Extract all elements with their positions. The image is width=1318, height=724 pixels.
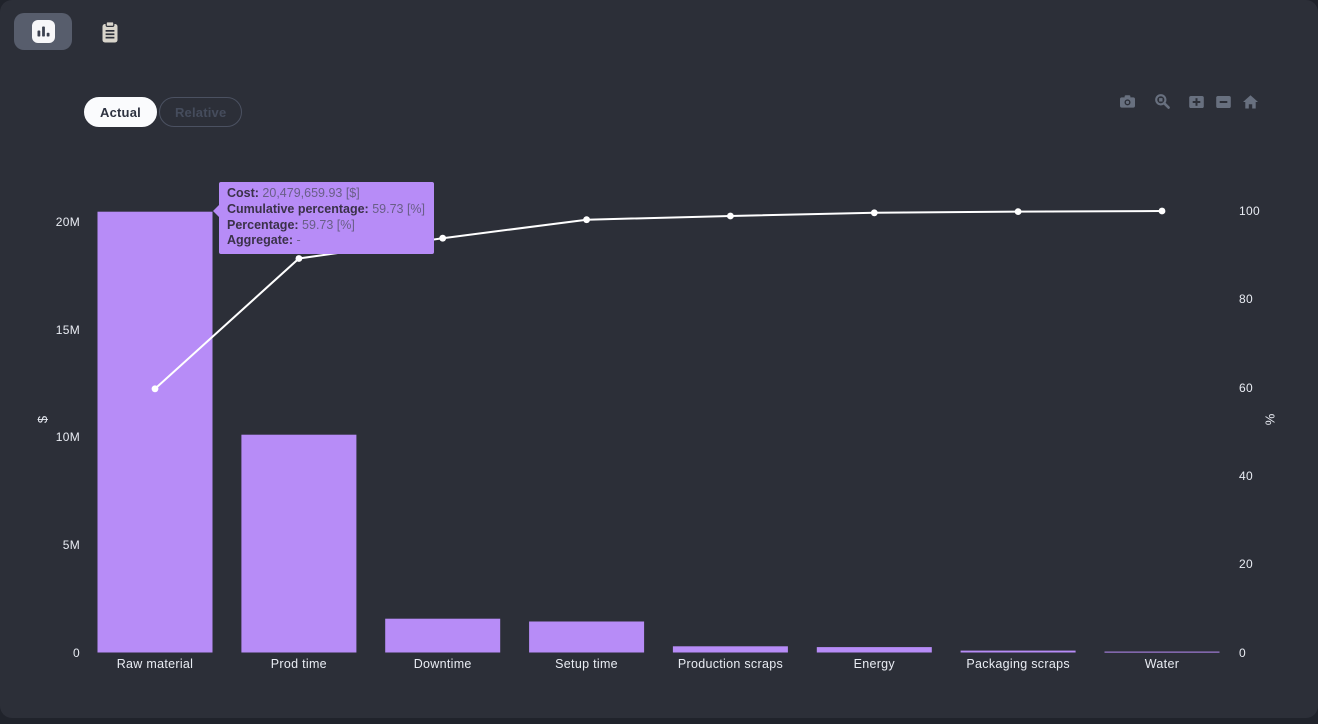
- tooltip-row: Cost20,479,659.93 [$]: [227, 186, 425, 202]
- cumulative-point[interactable]: [295, 255, 303, 262]
- tooltip-value: 20,479,659.93 [$]: [262, 186, 360, 200]
- cumulative-point[interactable]: [439, 234, 447, 242]
- cumulative-line: [154, 210, 1163, 390]
- hover-tooltip: Cost20,479,659.93 [$] Cumulative percent…: [212, 182, 435, 255]
- zoom-mode-button[interactable]: [1154, 93, 1171, 110]
- modebar: [1119, 93, 1259, 110]
- y-right-tick-label: 80: [1239, 292, 1253, 307]
- cost-bar[interactable]: [241, 434, 357, 653]
- x-tick-label: Setup time: [555, 657, 618, 671]
- clipboard-icon: [102, 21, 118, 43]
- actual-button[interactable]: Actual: [84, 97, 157, 127]
- zoom-in-button[interactable]: [1188, 94, 1205, 110]
- tooltip-label: Aggregate: [227, 233, 296, 247]
- x-tick-label: Production scraps: [677, 657, 783, 671]
- download-png-button[interactable]: [1119, 93, 1136, 110]
- cumulative-point[interactable]: [1158, 207, 1166, 215]
- zoom-in-icon: [1189, 95, 1204, 108]
- x-tick-label: Downtime: [413, 657, 472, 671]
- camera-icon: [1120, 95, 1135, 108]
- cumulative-point[interactable]: [151, 385, 159, 393]
- zoom-out-button[interactable]: [1215, 94, 1232, 110]
- left-axis-title: $: [35, 415, 51, 424]
- tooltip-value: 59.73 [%]: [372, 201, 426, 216]
- cumulative-point[interactable]: [727, 212, 734, 220]
- tooltip-label: Cumulative percentage: [227, 202, 372, 216]
- y-right-tick-label: 100: [1239, 204, 1260, 218]
- cost-bar[interactable]: [1104, 651, 1220, 653]
- tooltip-value: -: [296, 233, 301, 248]
- cost-bar[interactable]: [529, 621, 645, 653]
- reset-axes-button[interactable]: [1242, 94, 1259, 110]
- y-right-tick-label: 0: [1239, 645, 1246, 660]
- home-icon: [1243, 94, 1258, 108]
- chart-view-tab-badge: [31, 20, 55, 43]
- tooltip-label: Cost: [227, 186, 262, 200]
- report-view-tab[interactable]: [101, 21, 119, 43]
- cumulative-point[interactable]: [583, 216, 590, 224]
- chart-view-tab[interactable]: [14, 13, 72, 50]
- y-left-tick-label: 15M: [55, 322, 80, 337]
- tooltip-label: Percentage: [227, 218, 302, 232]
- y-left-tick-label: 10M: [55, 430, 80, 445]
- bar-chart-icon: [37, 26, 49, 37]
- y-right-tick-label: 40: [1239, 468, 1253, 483]
- tooltip-value: 59.73 [%]: [302, 217, 355, 232]
- right-axis-title: %: [1262, 413, 1278, 426]
- x-tick-label: Raw material: [116, 657, 194, 671]
- y-left-tick-label: 5M: [62, 537, 80, 552]
- x-tick-label: Prod time: [270, 657, 327, 671]
- tooltip-row: Percentage59.73 [%]: [227, 218, 425, 234]
- y-right-tick-label: 20: [1239, 557, 1253, 572]
- zoom-out-icon: [1216, 95, 1231, 108]
- zoom-icon: [1155, 94, 1170, 109]
- view-toggle: Actual Relative: [84, 97, 243, 127]
- cost-bar[interactable]: [97, 211, 213, 653]
- cost-bar[interactable]: [385, 618, 501, 653]
- x-tick-label: Energy: [853, 657, 895, 671]
- tooltip-row: Aggregate-: [227, 233, 425, 249]
- x-tick-label: Packaging scraps: [966, 657, 1070, 671]
- y-left-tick-label: 20M: [55, 215, 80, 229]
- cumulative-point[interactable]: [1014, 208, 1022, 216]
- cumulative-point[interactable]: [870, 209, 878, 217]
- cost-bar[interactable]: [816, 647, 932, 653]
- y-left-tick-label: 0: [73, 645, 80, 660]
- cost-bar[interactable]: [672, 646, 788, 653]
- y-right-tick-label: 60: [1239, 380, 1253, 395]
- tooltip-row: Cumulative percentage59.73 [%]: [227, 202, 425, 218]
- relative-button[interactable]: Relative: [158, 97, 243, 127]
- cost-bar[interactable]: [960, 650, 1076, 653]
- x-tick-label: Water: [1144, 657, 1180, 671]
